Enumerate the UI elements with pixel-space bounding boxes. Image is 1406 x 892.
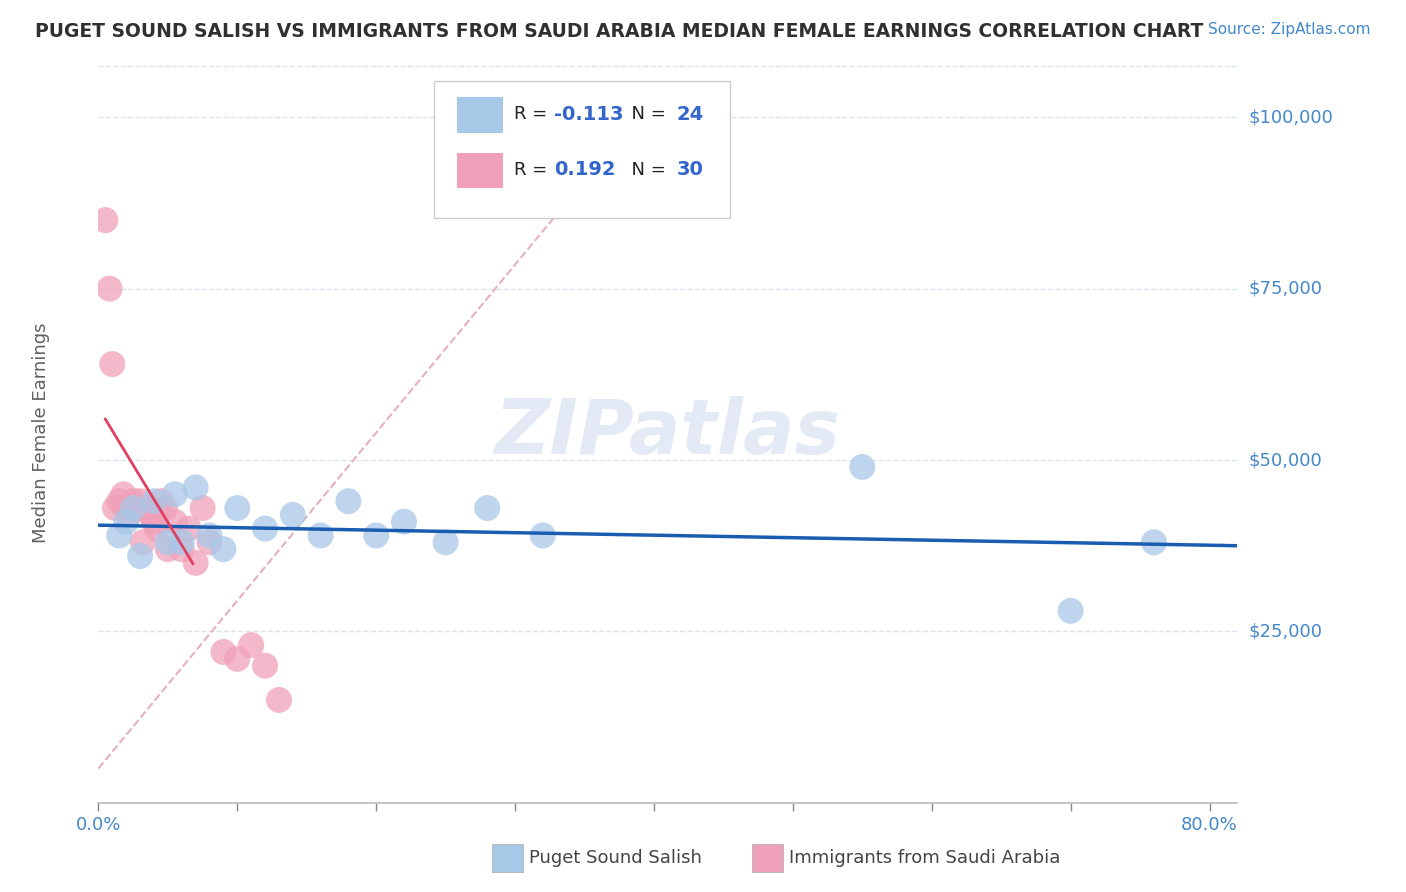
Point xyxy=(212,542,235,557)
Point xyxy=(281,508,304,522)
Point xyxy=(198,535,221,549)
Point xyxy=(104,501,127,516)
Text: Puget Sound Salish: Puget Sound Salish xyxy=(529,849,702,867)
Text: -0.113: -0.113 xyxy=(554,104,623,124)
Point xyxy=(254,522,277,536)
Point xyxy=(129,494,152,508)
Point xyxy=(127,501,149,516)
Text: N =: N = xyxy=(620,161,672,178)
Point xyxy=(112,487,135,501)
Text: Source: ZipAtlas.com: Source: ZipAtlas.com xyxy=(1208,22,1371,37)
Point xyxy=(337,494,360,508)
Text: Median Female Earnings: Median Female Earnings xyxy=(32,322,51,543)
Text: ZIPatlas: ZIPatlas xyxy=(495,396,841,469)
Point xyxy=(170,535,193,549)
Point xyxy=(309,528,332,542)
Point xyxy=(122,494,145,508)
Text: $25,000: $25,000 xyxy=(1249,623,1323,640)
Point xyxy=(226,652,249,666)
Text: 0.192: 0.192 xyxy=(554,161,616,179)
Point xyxy=(191,501,214,516)
Point xyxy=(143,494,166,508)
Point xyxy=(98,282,121,296)
Text: N =: N = xyxy=(620,105,672,123)
FancyBboxPatch shape xyxy=(457,153,503,188)
FancyBboxPatch shape xyxy=(457,97,503,133)
Point xyxy=(108,528,131,542)
Point xyxy=(392,515,415,529)
Point xyxy=(477,501,499,516)
Point xyxy=(156,542,179,557)
Point xyxy=(254,658,277,673)
Point xyxy=(267,693,290,707)
Point xyxy=(129,549,152,563)
Text: 30: 30 xyxy=(676,161,704,179)
Text: $75,000: $75,000 xyxy=(1249,280,1323,298)
Point xyxy=(198,528,221,542)
Point xyxy=(1143,535,1166,549)
Point xyxy=(149,494,172,508)
Point xyxy=(163,487,186,501)
Point xyxy=(115,501,138,516)
Point xyxy=(163,515,186,529)
Point xyxy=(101,357,124,371)
Point xyxy=(184,480,207,494)
Point xyxy=(226,501,249,516)
Point xyxy=(366,528,388,542)
Point xyxy=(153,501,176,516)
Point xyxy=(434,535,457,549)
Point xyxy=(170,542,193,557)
Point xyxy=(118,508,141,522)
Text: Immigrants from Saudi Arabia: Immigrants from Saudi Arabia xyxy=(789,849,1060,867)
Point xyxy=(141,508,163,522)
Point xyxy=(122,501,145,516)
Point xyxy=(143,515,166,529)
Point xyxy=(177,522,200,536)
Text: 24: 24 xyxy=(676,104,704,124)
Point xyxy=(94,213,117,227)
Text: PUGET SOUND SALISH VS IMMIGRANTS FROM SAUDI ARABIA MEDIAN FEMALE EARNINGS CORREL: PUGET SOUND SALISH VS IMMIGRANTS FROM SA… xyxy=(35,22,1204,41)
Point xyxy=(108,494,131,508)
Point xyxy=(240,638,263,652)
Point xyxy=(851,459,873,474)
Point xyxy=(145,522,167,536)
Point xyxy=(1059,604,1081,618)
Text: $100,000: $100,000 xyxy=(1249,108,1333,127)
Text: R =: R = xyxy=(515,105,553,123)
Point xyxy=(132,535,155,549)
Point xyxy=(136,501,159,516)
Text: $50,000: $50,000 xyxy=(1249,451,1322,469)
Point xyxy=(156,535,179,549)
Text: R =: R = xyxy=(515,161,553,178)
Point xyxy=(115,515,138,529)
Point xyxy=(184,556,207,570)
Point xyxy=(531,528,554,542)
Point xyxy=(212,645,235,659)
FancyBboxPatch shape xyxy=(434,81,731,218)
